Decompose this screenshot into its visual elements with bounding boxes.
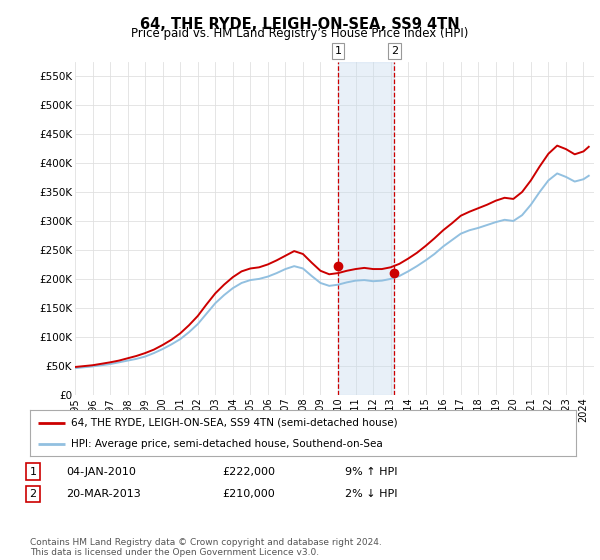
Text: Contains HM Land Registry data © Crown copyright and database right 2024.
This d: Contains HM Land Registry data © Crown c… [30,538,382,557]
Text: 64, THE RYDE, LEIGH-ON-SEA, SS9 4TN (semi-detached house): 64, THE RYDE, LEIGH-ON-SEA, SS9 4TN (sem… [71,418,398,428]
Bar [338,62,394,395]
Text: HPI: Average price, semi-detached house, Southend-on-Sea: HPI: Average price, semi-detached house,… [71,439,383,449]
Text: 2% ↓ HPI: 2% ↓ HPI [345,489,398,499]
Text: 1: 1 [29,466,37,477]
Text: 2: 2 [29,489,37,499]
Text: Price paid vs. HM Land Registry’s House Price Index (HPI): Price paid vs. HM Land Registry’s House … [131,27,469,40]
Text: £222,000: £222,000 [222,466,275,477]
Text: 64, THE RYDE, LEIGH-ON-SEA, SS9 4TN: 64, THE RYDE, LEIGH-ON-SEA, SS9 4TN [140,17,460,32]
Text: £210,000: £210,000 [222,489,275,499]
Text: 04-JAN-2010: 04-JAN-2010 [66,466,136,477]
Text: 20-MAR-2013: 20-MAR-2013 [66,489,141,499]
Text: 1: 1 [335,46,341,56]
Text: 9% ↑ HPI: 9% ↑ HPI [345,466,398,477]
Text: 2: 2 [391,46,398,56]
